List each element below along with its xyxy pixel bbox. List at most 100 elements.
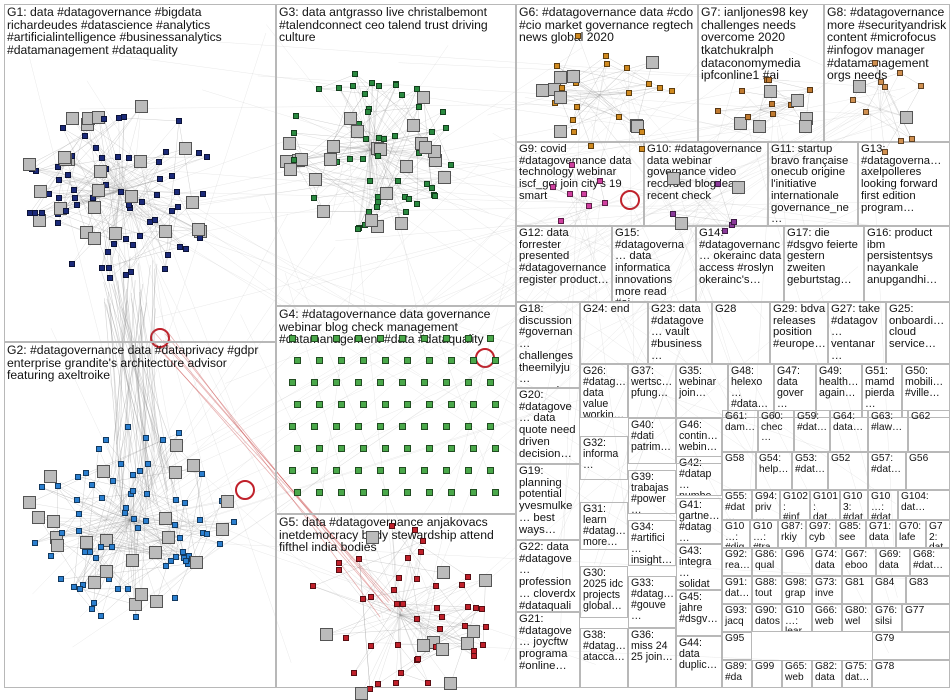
network-node bbox=[487, 379, 494, 386]
network-node bbox=[667, 172, 680, 185]
network-node bbox=[448, 162, 454, 168]
group-label: G13: #datagoverna… axelpolleres looking … bbox=[861, 144, 948, 214]
group-label: G71: data… bbox=[869, 522, 894, 548]
network-node bbox=[421, 423, 428, 430]
network-node bbox=[597, 178, 603, 184]
group-g105: G10…: #dat… bbox=[868, 490, 898, 520]
network-node bbox=[769, 101, 775, 107]
group-label: G95 bbox=[725, 634, 750, 645]
group-label: G21: #datagove… joycftw programa #online… bbox=[519, 614, 578, 673]
network-node bbox=[360, 357, 367, 364]
network-node bbox=[135, 588, 148, 601]
network-node bbox=[715, 108, 721, 114]
network-node bbox=[186, 196, 199, 209]
network-node bbox=[32, 511, 45, 524]
group-g9: G9: covid #datagovernance data technolog… bbox=[516, 142, 644, 226]
network-node bbox=[118, 189, 124, 195]
network-node bbox=[426, 445, 433, 452]
group-label: G31: learn #datag… more… bbox=[583, 504, 626, 548]
group-g37: G37: wertsc… pfung… bbox=[628, 364, 676, 418]
network-node bbox=[80, 536, 93, 549]
network-node bbox=[872, 60, 878, 66]
network-node bbox=[69, 261, 75, 267]
network-node bbox=[89, 482, 95, 488]
group-g17: G17: die #dsgvo feierte gestern zweiten … bbox=[784, 226, 864, 302]
network-node bbox=[338, 357, 345, 364]
network-node bbox=[150, 595, 163, 608]
group-g27: G27: take #datagov… ventanar… survey… bbox=[828, 302, 886, 364]
network-node bbox=[426, 489, 433, 496]
network-node bbox=[51, 539, 64, 552]
group-label: G76: silsi… bbox=[875, 606, 900, 632]
network-node bbox=[204, 154, 210, 160]
group-g85: G85: see… bbox=[836, 520, 866, 548]
network-node bbox=[316, 357, 323, 364]
network-node bbox=[324, 153, 337, 166]
group-label: G73: inve… bbox=[815, 578, 840, 604]
network-node bbox=[569, 162, 575, 168]
network-node bbox=[338, 489, 345, 496]
network-node bbox=[130, 488, 136, 494]
network-node bbox=[465, 467, 472, 474]
group-label: G16: product ibm persistentsys nayankale… bbox=[867, 228, 948, 287]
network-node bbox=[377, 379, 384, 386]
network-node bbox=[173, 497, 179, 503]
network-node bbox=[333, 379, 340, 386]
group-label: G85: see… bbox=[839, 522, 864, 548]
network-node bbox=[172, 522, 178, 528]
network-node bbox=[360, 489, 367, 496]
network-node bbox=[123, 505, 129, 511]
network-node bbox=[216, 523, 229, 536]
network-node bbox=[360, 401, 367, 408]
network-node bbox=[440, 109, 446, 115]
network-node bbox=[414, 86, 420, 92]
network-node bbox=[55, 220, 61, 226]
network-node bbox=[722, 228, 728, 234]
network-node bbox=[434, 605, 440, 611]
network-node bbox=[448, 401, 455, 408]
network-node bbox=[419, 141, 432, 154]
group-g39: G39: trabajas #power… bbox=[628, 470, 676, 514]
group-g52: G52 bbox=[828, 452, 868, 490]
network-node bbox=[333, 423, 340, 430]
network-node bbox=[898, 138, 904, 144]
group-g67: G67: eboo… bbox=[842, 548, 876, 576]
network-node bbox=[368, 643, 374, 649]
network-node bbox=[33, 214, 46, 227]
group-label: G56 bbox=[909, 454, 948, 465]
group-g71: G71: data… bbox=[866, 520, 896, 548]
network-node bbox=[764, 85, 777, 98]
group-label: G52 bbox=[831, 454, 866, 465]
group-label: G36: miss 24 25 join… bbox=[631, 630, 674, 663]
group-label: G60: chec… bbox=[761, 412, 792, 444]
group-g53: G53: #dat… bbox=[792, 452, 828, 490]
network-node bbox=[377, 335, 384, 342]
network-node bbox=[380, 187, 393, 200]
network-node bbox=[492, 401, 499, 408]
group-label: G74: data… bbox=[815, 550, 840, 576]
network-node bbox=[739, 88, 745, 94]
network-node bbox=[407, 119, 420, 132]
network-node bbox=[732, 181, 745, 194]
network-node bbox=[351, 670, 357, 676]
network-node bbox=[289, 423, 296, 430]
group-g12: G12: data forrester presented #datagover… bbox=[516, 226, 612, 302]
network-node bbox=[675, 217, 688, 230]
network-node bbox=[487, 423, 494, 430]
network-node bbox=[465, 423, 472, 430]
group-label: G24: end bbox=[583, 304, 646, 316]
group-label: G41: gartne… #datag… bbox=[679, 500, 720, 544]
group-label: G70: lafe bbox=[899, 522, 924, 543]
network-node bbox=[382, 445, 389, 452]
network-node bbox=[626, 90, 632, 96]
group-g26: G26: #datag… data value workin… bbox=[580, 364, 628, 418]
group-label: G28 bbox=[715, 304, 768, 316]
network-node bbox=[399, 423, 406, 430]
group-label: G55: #dat… bbox=[725, 492, 750, 520]
network-node bbox=[336, 560, 342, 566]
group-label: G3: data antgrasso live christalbemont #… bbox=[279, 6, 514, 44]
network-node bbox=[152, 217, 158, 223]
group-label: G103: #dat… bbox=[843, 492, 866, 520]
group-g16: G16: product ibm persistentsys nayankale… bbox=[864, 226, 950, 302]
network-node bbox=[118, 461, 124, 467]
